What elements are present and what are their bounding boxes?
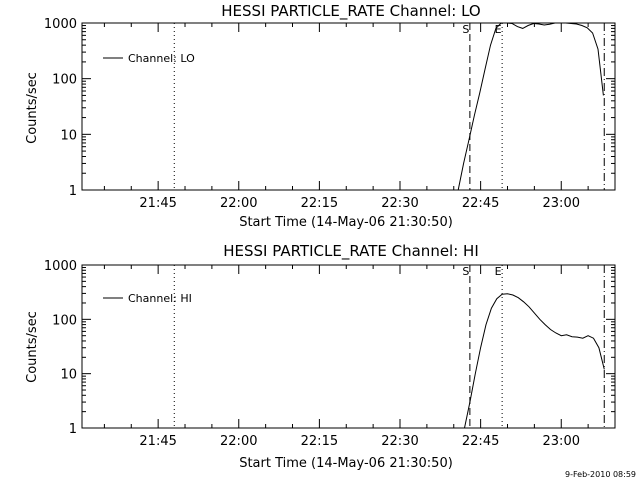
x-tick-label: 23:00 xyxy=(543,196,580,211)
plot-frame xyxy=(81,22,616,191)
event-marker-label: E xyxy=(495,23,502,36)
series-layer xyxy=(464,293,605,429)
x-tick-label: 22:00 xyxy=(220,434,257,449)
y-tick-label: 10 xyxy=(60,128,77,143)
y-tick-label: 1 xyxy=(69,184,77,199)
series-layer xyxy=(457,22,604,191)
event-marker-label: E xyxy=(495,265,502,278)
x-axis-label: Start Time (14-May-06 21:30:50) xyxy=(239,215,453,230)
chart-panel-hi: HESSI PARTICLE_RATE Channel: HI Counts/s… xyxy=(25,242,616,471)
y-tick-label: 10 xyxy=(60,368,77,383)
event-marker-label: S xyxy=(462,265,469,278)
x-tick-label: 22:00 xyxy=(220,196,257,211)
x-tick-label: 22:30 xyxy=(381,434,418,449)
y-axis: 1 10 100 1000 xyxy=(44,17,615,199)
y-tick-label: 1000 xyxy=(44,259,77,274)
x-tick-label: 22:15 xyxy=(301,196,338,211)
x-axis: 21:45 22:00 22:15 22:30 22:45 23:00 xyxy=(103,265,616,449)
chart-title: HESSI PARTICLE_RATE Channel: HI xyxy=(223,242,479,261)
x-tick-label: 21:45 xyxy=(139,196,176,211)
x-tick-label: 23:00 xyxy=(543,434,580,449)
x-tick-label: 22:15 xyxy=(301,434,338,449)
x-axis-label: Start Time (14-May-06 21:30:50) xyxy=(239,456,453,471)
y-tick-label: 1000 xyxy=(44,17,77,32)
plot-frame xyxy=(81,264,616,429)
y-axis-label: Counts/sec xyxy=(25,72,40,144)
series-line xyxy=(457,22,604,191)
legend-entry: Channel: HI xyxy=(128,292,192,305)
x-tick-label: 22:45 xyxy=(462,434,499,449)
x-tick-label: 21:45 xyxy=(139,434,176,449)
legend: Channel: HI xyxy=(103,292,192,305)
legend-entry: Channel: LO xyxy=(128,52,195,65)
footer-timestamp: 9-Feb-2010 08:59 xyxy=(565,470,636,479)
chart-panel-lo: HESSI PARTICLE_RATE Channel: LO Counts/s… xyxy=(25,2,616,230)
x-tick-label: 22:45 xyxy=(462,196,499,211)
series-line xyxy=(464,293,605,429)
event-marker-label: S xyxy=(462,23,469,36)
chart-title: HESSI PARTICLE_RATE Channel: LO xyxy=(221,2,480,21)
y-tick-label: 100 xyxy=(52,73,77,88)
legend: Channel: LO xyxy=(103,52,195,65)
x-axis: 21:45 22:00 22:15 22:30 22:45 23:00 xyxy=(103,23,616,211)
y-tick-label: 100 xyxy=(52,313,77,328)
y-axis-label: Counts/sec xyxy=(25,311,40,383)
y-axis: 1 10 100 1000 xyxy=(44,259,615,437)
x-tick-label: 22:30 xyxy=(381,196,418,211)
y-tick-label: 1 xyxy=(69,422,77,437)
